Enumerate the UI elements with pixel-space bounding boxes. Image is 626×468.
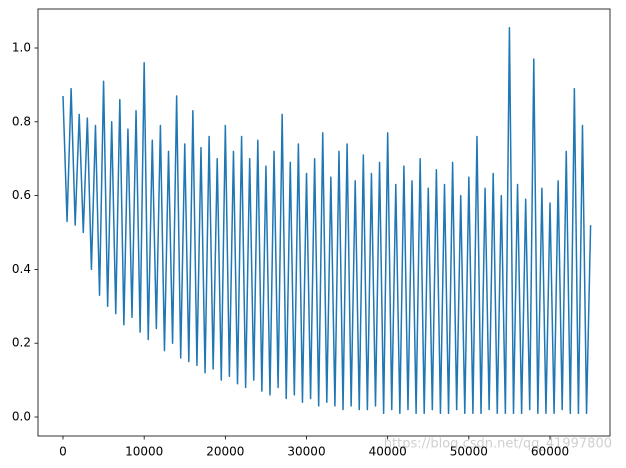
x-tick-label: 40000 bbox=[369, 445, 407, 459]
watermark: https://blog.csdn.net/qq_41997800 bbox=[384, 437, 612, 452]
line bbox=[62, 26, 592, 415]
y-tick-label: 1.0 bbox=[12, 41, 31, 55]
y-tick-label: 0.6 bbox=[12, 188, 31, 202]
plot-frame bbox=[37, 8, 611, 437]
x-tick-label: 10000 bbox=[125, 445, 163, 459]
y-tick-label: 0.2 bbox=[12, 336, 31, 350]
y-tick-label: 0.8 bbox=[12, 114, 31, 128]
x-tick-label: 20000 bbox=[206, 445, 244, 459]
y-tick-label: 0.4 bbox=[12, 262, 31, 276]
x-tick-label: 0 bbox=[59, 445, 67, 459]
x-tick-label: 60000 bbox=[531, 445, 569, 459]
y-tick-label: 0.0 bbox=[12, 409, 31, 423]
x-tick-label: 30000 bbox=[287, 445, 325, 459]
x-tick-label: 50000 bbox=[450, 445, 488, 459]
